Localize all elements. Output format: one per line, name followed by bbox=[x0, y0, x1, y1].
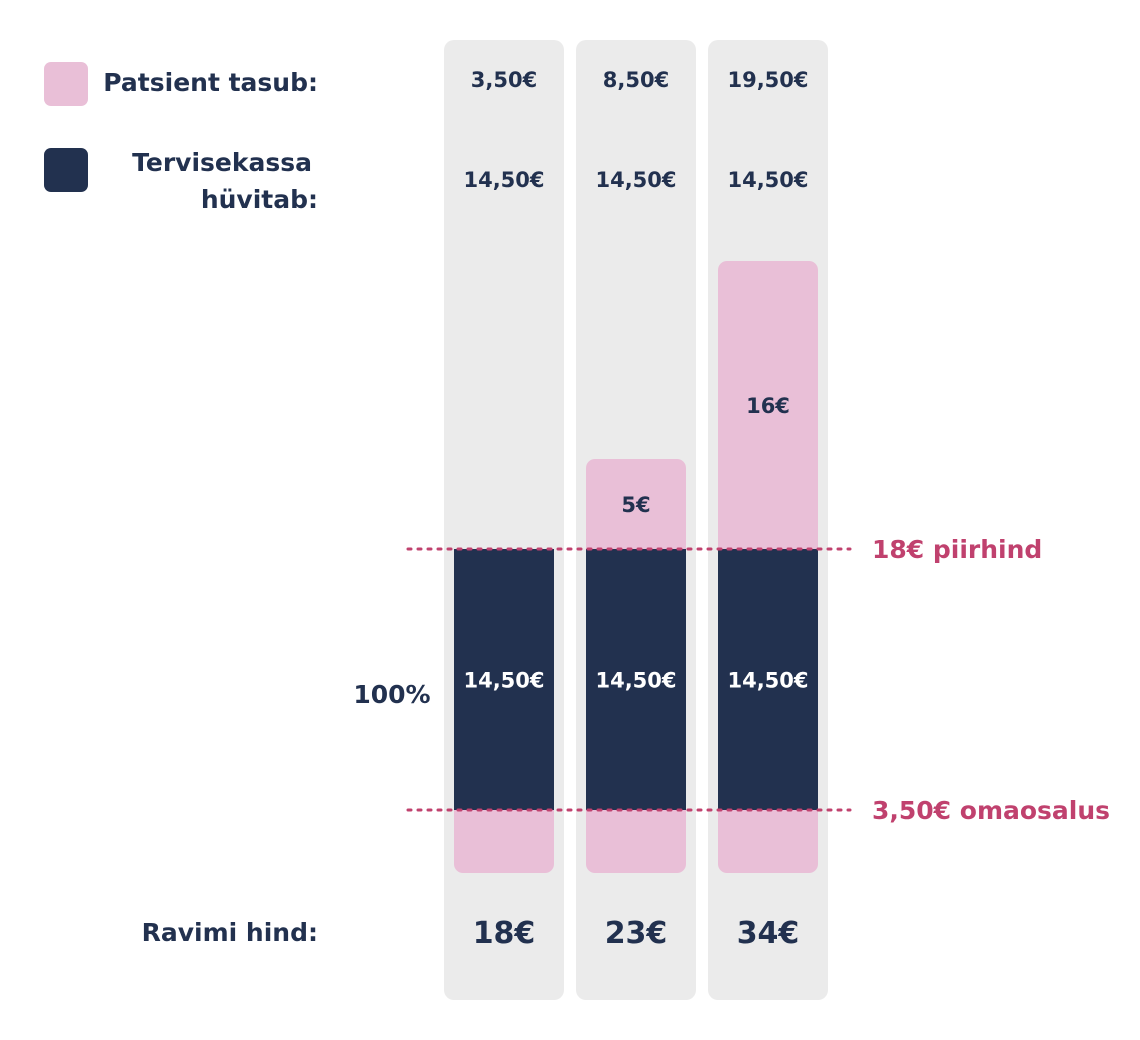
price-label: 18€ bbox=[473, 916, 536, 951]
reference-line-label: 18€ piirhind bbox=[872, 535, 1042, 564]
bar-fund-label: 14,50€ bbox=[727, 669, 808, 693]
bar-excess-label: 5€ bbox=[621, 493, 650, 517]
price-row-label: Ravimi hind: bbox=[142, 918, 318, 947]
legend-label-fund-line2: hüvitab: bbox=[201, 185, 318, 214]
bar-fund bbox=[586, 549, 686, 810]
price-label: 34€ bbox=[737, 916, 800, 951]
bar-excess-label: 16€ bbox=[746, 394, 790, 418]
fund-total-label: 14,50€ bbox=[595, 168, 676, 192]
bar-fund-label: 14,50€ bbox=[595, 669, 676, 693]
reference-lines-layer: 18€ piirhind 3,50€ omaosalus bbox=[406, 535, 1110, 825]
reference-line-label: 3,50€ omaosalus bbox=[872, 796, 1110, 825]
bar-fund bbox=[454, 549, 554, 810]
price-label: 23€ bbox=[605, 916, 668, 951]
legend-swatch-fund bbox=[44, 148, 88, 192]
legend-label-patient: Patsient tasub: bbox=[103, 68, 318, 97]
bar-fund bbox=[718, 549, 818, 810]
legend-swatch-patient bbox=[44, 62, 88, 106]
patient-total-label: 19,50€ bbox=[727, 68, 808, 92]
legend-label-fund-line1: Tervisekassa bbox=[132, 148, 312, 177]
fund-total-label: 14,50€ bbox=[463, 168, 544, 192]
bar-fund-label: 14,50€ bbox=[463, 669, 544, 693]
fund-total-label: 14,50€ bbox=[727, 168, 808, 192]
percent-label: 100% bbox=[353, 680, 430, 709]
columns-layer: 14,50€ 3,50€ 14,50€ 18€ 14,50€ 5€ 8,50€ 14,50€ 2… bbox=[444, 40, 828, 1000]
patient-total-label: 3,50€ bbox=[471, 68, 537, 92]
patient-total-label: 8,50€ bbox=[603, 68, 669, 92]
